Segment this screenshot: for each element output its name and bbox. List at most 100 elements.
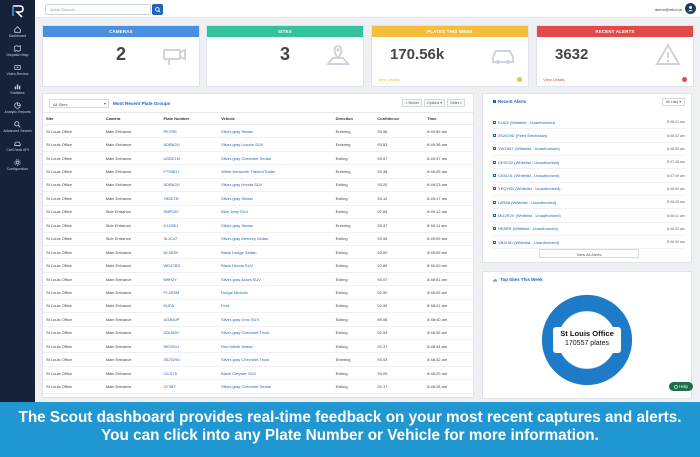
table-row[interactable]: St Louis Office Main Entrance ADBN2U Silver…: [43, 137, 473, 152]
alert-item[interactable]: DE9C02 (Whitelist - Unauthorized) 8:47:48…: [493, 156, 685, 170]
sidebar-item-advanced-search[interactable]: Advanced Search: [0, 117, 35, 136]
alert-link[interactable]: L8R8A (Whitelist - Unauthorized): [493, 200, 556, 205]
alert-link[interactable]: YEQY5D (Whitelist - Unauthorized): [493, 186, 560, 191]
table-row[interactable]: St Louis Office Main Entrance M9H2Y Silver-…: [43, 272, 473, 287]
sidebar-item-dashboard[interactable]: Dashboard: [0, 22, 35, 41]
plate-number-link[interactable]: FC2E5M: [160, 285, 219, 300]
sidebar-item-configuration[interactable]: Configuration: [0, 155, 35, 174]
arrow-right-circle-icon[interactable]: [517, 77, 522, 82]
vehicle-link[interactable]: Silver-gray Mercury Sedan: [218, 232, 333, 246]
plate-number-link[interactable]: WDZ7BD: [160, 258, 219, 273]
column-header-vehicle[interactable]: Vehicle: [218, 112, 333, 125]
plate-filter-button[interactable]: Options ▾: [423, 99, 446, 107]
plate-number-link[interactable]: KUD5: [160, 299, 219, 314]
table-row[interactable]: St Louis Office Main Entrance F7S3817 White…: [43, 164, 473, 179]
alert-label[interactable]: YEQY5D (Whitelist - Unauthorized): [498, 186, 561, 192]
view-details-link[interactable]: View Details: [543, 77, 565, 82]
plate-number-link[interactable]: ADBN2U: [160, 178, 219, 193]
vehicle-link[interactable]: Blue Jeep SUV: [218, 205, 333, 220]
plate-number-link[interactable]: CF38Y: [160, 379, 219, 394]
vehicle-link[interactable]: Silver-gray Gmc SUV: [218, 312, 333, 327]
table-row[interactable]: St Louis Office Main Entrance WDZ7BD Black …: [43, 258, 473, 273]
table-row[interactable]: St Louis Office Main Entrance ADBN2U Silver…: [43, 178, 473, 193]
arrow-right-circle-icon[interactable]: [682, 77, 687, 82]
plate-number-link[interactable]: KJ1S9U: [160, 218, 219, 233]
alert-label[interactable]: L8R8A (Whitelist - Unauthorized): [498, 199, 557, 205]
vehicle-link[interactable]: Silver-gray Lincoln SUV: [218, 137, 333, 152]
plate-number-link[interactable]: DL0E8V: [160, 245, 219, 260]
table-row[interactable]: St Louis Office Main Entrance FC2E5M Dodge …: [43, 285, 473, 300]
vehicle-link[interactable]: Black Chrysler SUV: [218, 366, 333, 381]
alert-item[interactable]: KUD5 (Whitelist - Unauthorized) 8:48:41 a…: [493, 116, 685, 130]
site-filter-select[interactable]: All Sites ▾: [49, 99, 109, 108]
sidebar-item-carcheck-api[interactable]: CarCheck API: [0, 136, 35, 155]
plate-number-link[interactable]: CILS75: [160, 366, 219, 381]
sidebar-item-dispatch-map[interactable]: Dispatch Map: [0, 41, 35, 60]
alert-link[interactable]: HE8RR (Whitelist - Unauthorized): [493, 226, 558, 231]
vehicle-link[interactable]: Silver-gray Sedan: [218, 124, 333, 139]
vehicle-link[interactable]: Black Honda SUV: [218, 258, 333, 273]
alert-item[interactable]: HE8RR (Whitelist - Unauthorized) 8:46:32 …: [493, 223, 685, 237]
table-row[interactable]: St Louis Office Main Entrance CF38Y Silver-…: [43, 379, 473, 394]
alert-link[interactable]: KUD5 (Whitelist - Unauthorized): [493, 120, 555, 125]
alert-item[interactable]: CK8LOL (Whitelist - Unauthorized) 8:47:09…: [493, 169, 685, 183]
column-header-direction[interactable]: Direction: [332, 112, 375, 125]
alert-item[interactable]: L8R8A (Whitelist - Unauthorized) 8:46:45 …: [493, 196, 685, 210]
column-header-camera[interactable]: Camera: [102, 112, 161, 125]
sidebar-item-statistics[interactable]: Statistics: [0, 79, 35, 98]
vehicle-link[interactable]: Silver-gray Chevrolet Truck: [218, 326, 333, 341]
table-row[interactable]: St Louis Office Side Entrance 3LJC47 Silver…: [43, 232, 473, 246]
quick-search-input[interactable]: Quick Search...: [45, 4, 151, 15]
table-row[interactable]: St Louis Office Side Entrance KJ1S9U Silver…: [43, 218, 473, 233]
plate-number-link[interactable]: SMP287: [160, 205, 219, 220]
alert-label[interactable]: CK8LOL (Whitelist - Unauthorized): [498, 173, 560, 179]
search-button[interactable]: [152, 4, 163, 15]
alert-item[interactable]: MG2R2V (Whitelist - Unauthorized) 8:46:41…: [493, 209, 685, 223]
vehicle-link[interactable]: Red Infiniti Sedan: [218, 339, 333, 354]
table-row[interactable]: St Louis Office Main Entrance Y85D7N Silver…: [43, 191, 473, 206]
vehicle-link[interactable]: Silver-gray Sedan: [218, 191, 333, 206]
view-all-alerts-button[interactable]: View All Alerts: [539, 249, 639, 258]
vehicle-link[interactable]: Dodge Minivan: [218, 285, 333, 300]
plate-filter-button[interactable]: Older >: [447, 99, 465, 107]
alert-label[interactable]: MG2R2V (Whitelist - Unauthorized): [498, 213, 561, 219]
alert-item[interactable]: YWZ667 (Whitelist - Unauthorized) 8:48:05…: [493, 143, 685, 157]
vehicle-link[interactable]: Ford: [218, 299, 333, 314]
plate-number-link[interactable]: UGB40P: [160, 312, 219, 327]
alert-item[interactable]: 3S2029D (Fired Electrician) 8:48:32 am: [493, 129, 685, 143]
alert-label[interactable]: YWZ667 (Whitelist - Unauthorized): [498, 146, 560, 152]
stat-card-cameras[interactable]: CAMERAS 2: [42, 25, 200, 87]
view-details-link[interactable]: View Details: [378, 77, 400, 82]
column-header-confidence[interactable]: Confidence: [374, 112, 425, 125]
plate-filter-button[interactable]: < Newer: [402, 99, 422, 107]
table-row[interactable]: St Louis Office Main Entrance HEV51U Red In…: [43, 339, 473, 354]
vehicle-link[interactable]: Silver-gray Honda SUV: [218, 178, 333, 193]
vehicle-link[interactable]: Silver-gray Sedan: [218, 218, 333, 233]
alert-item[interactable]: YEQY5D (Whitelist - Unauthorized) 8:46:49…: [493, 183, 685, 197]
plate-number-link[interactable]: UDBZ1M: [160, 151, 219, 166]
column-header-time[interactable]: Time: [424, 112, 473, 125]
alert-item[interactable]: VB3L6D (Whitelist - Unauthorized) 8:46:09…: [493, 236, 685, 250]
sidebar-item-analytic-reports[interactable]: Analytic Reports: [0, 98, 35, 117]
vehicle-link[interactable]: Silver-gray Chevrolet Truck: [218, 352, 333, 367]
table-row[interactable]: St Louis Office Main Entrance PKYR6 Silver-…: [43, 124, 473, 139]
rekor-logo-icon[interactable]: [0, 0, 35, 22]
plate-number-link[interactable]: HEV51U: [160, 339, 219, 354]
user-email[interactable]: demo@rekor.ai: [654, 7, 682, 12]
stat-card-sites[interactable]: SITES 3: [206, 25, 364, 87]
table-row[interactable]: St Louis Office Main Entrance CILS75 Black …: [43, 366, 473, 381]
plate-number-link[interactable]: 3LJC47: [160, 232, 219, 246]
alert-link[interactable]: 3S2029D (Fired Electrician): [493, 133, 547, 138]
column-header-plate-number[interactable]: Plate Number: [160, 112, 219, 125]
table-row[interactable]: St Louis Office Side Entrance SMP287 Blue J…: [43, 205, 473, 220]
vehicle-link[interactable]: Black Dodge Sedan: [218, 245, 333, 260]
plate-number-link[interactable]: PKYR6: [160, 124, 219, 139]
table-row[interactable]: St Louis Office Main Entrance UGB40P Silver…: [43, 312, 473, 327]
plate-number-link[interactable]: DDU692: [160, 326, 219, 341]
stat-card-recent-alerts[interactable]: RECENT ALERTS 3632 View Details: [536, 25, 694, 87]
column-header-site[interactable]: Site: [43, 112, 103, 125]
alert-label[interactable]: HE8RR (Whitelist - Unauthorized): [498, 226, 558, 232]
plate-number-link[interactable]: F7S3817: [160, 164, 219, 179]
alert-link[interactable]: MG2R2V (Whitelist - Unauthorized): [493, 213, 561, 218]
alert-link[interactable]: YWZ667 (Whitelist - Unauthorized): [493, 146, 560, 151]
